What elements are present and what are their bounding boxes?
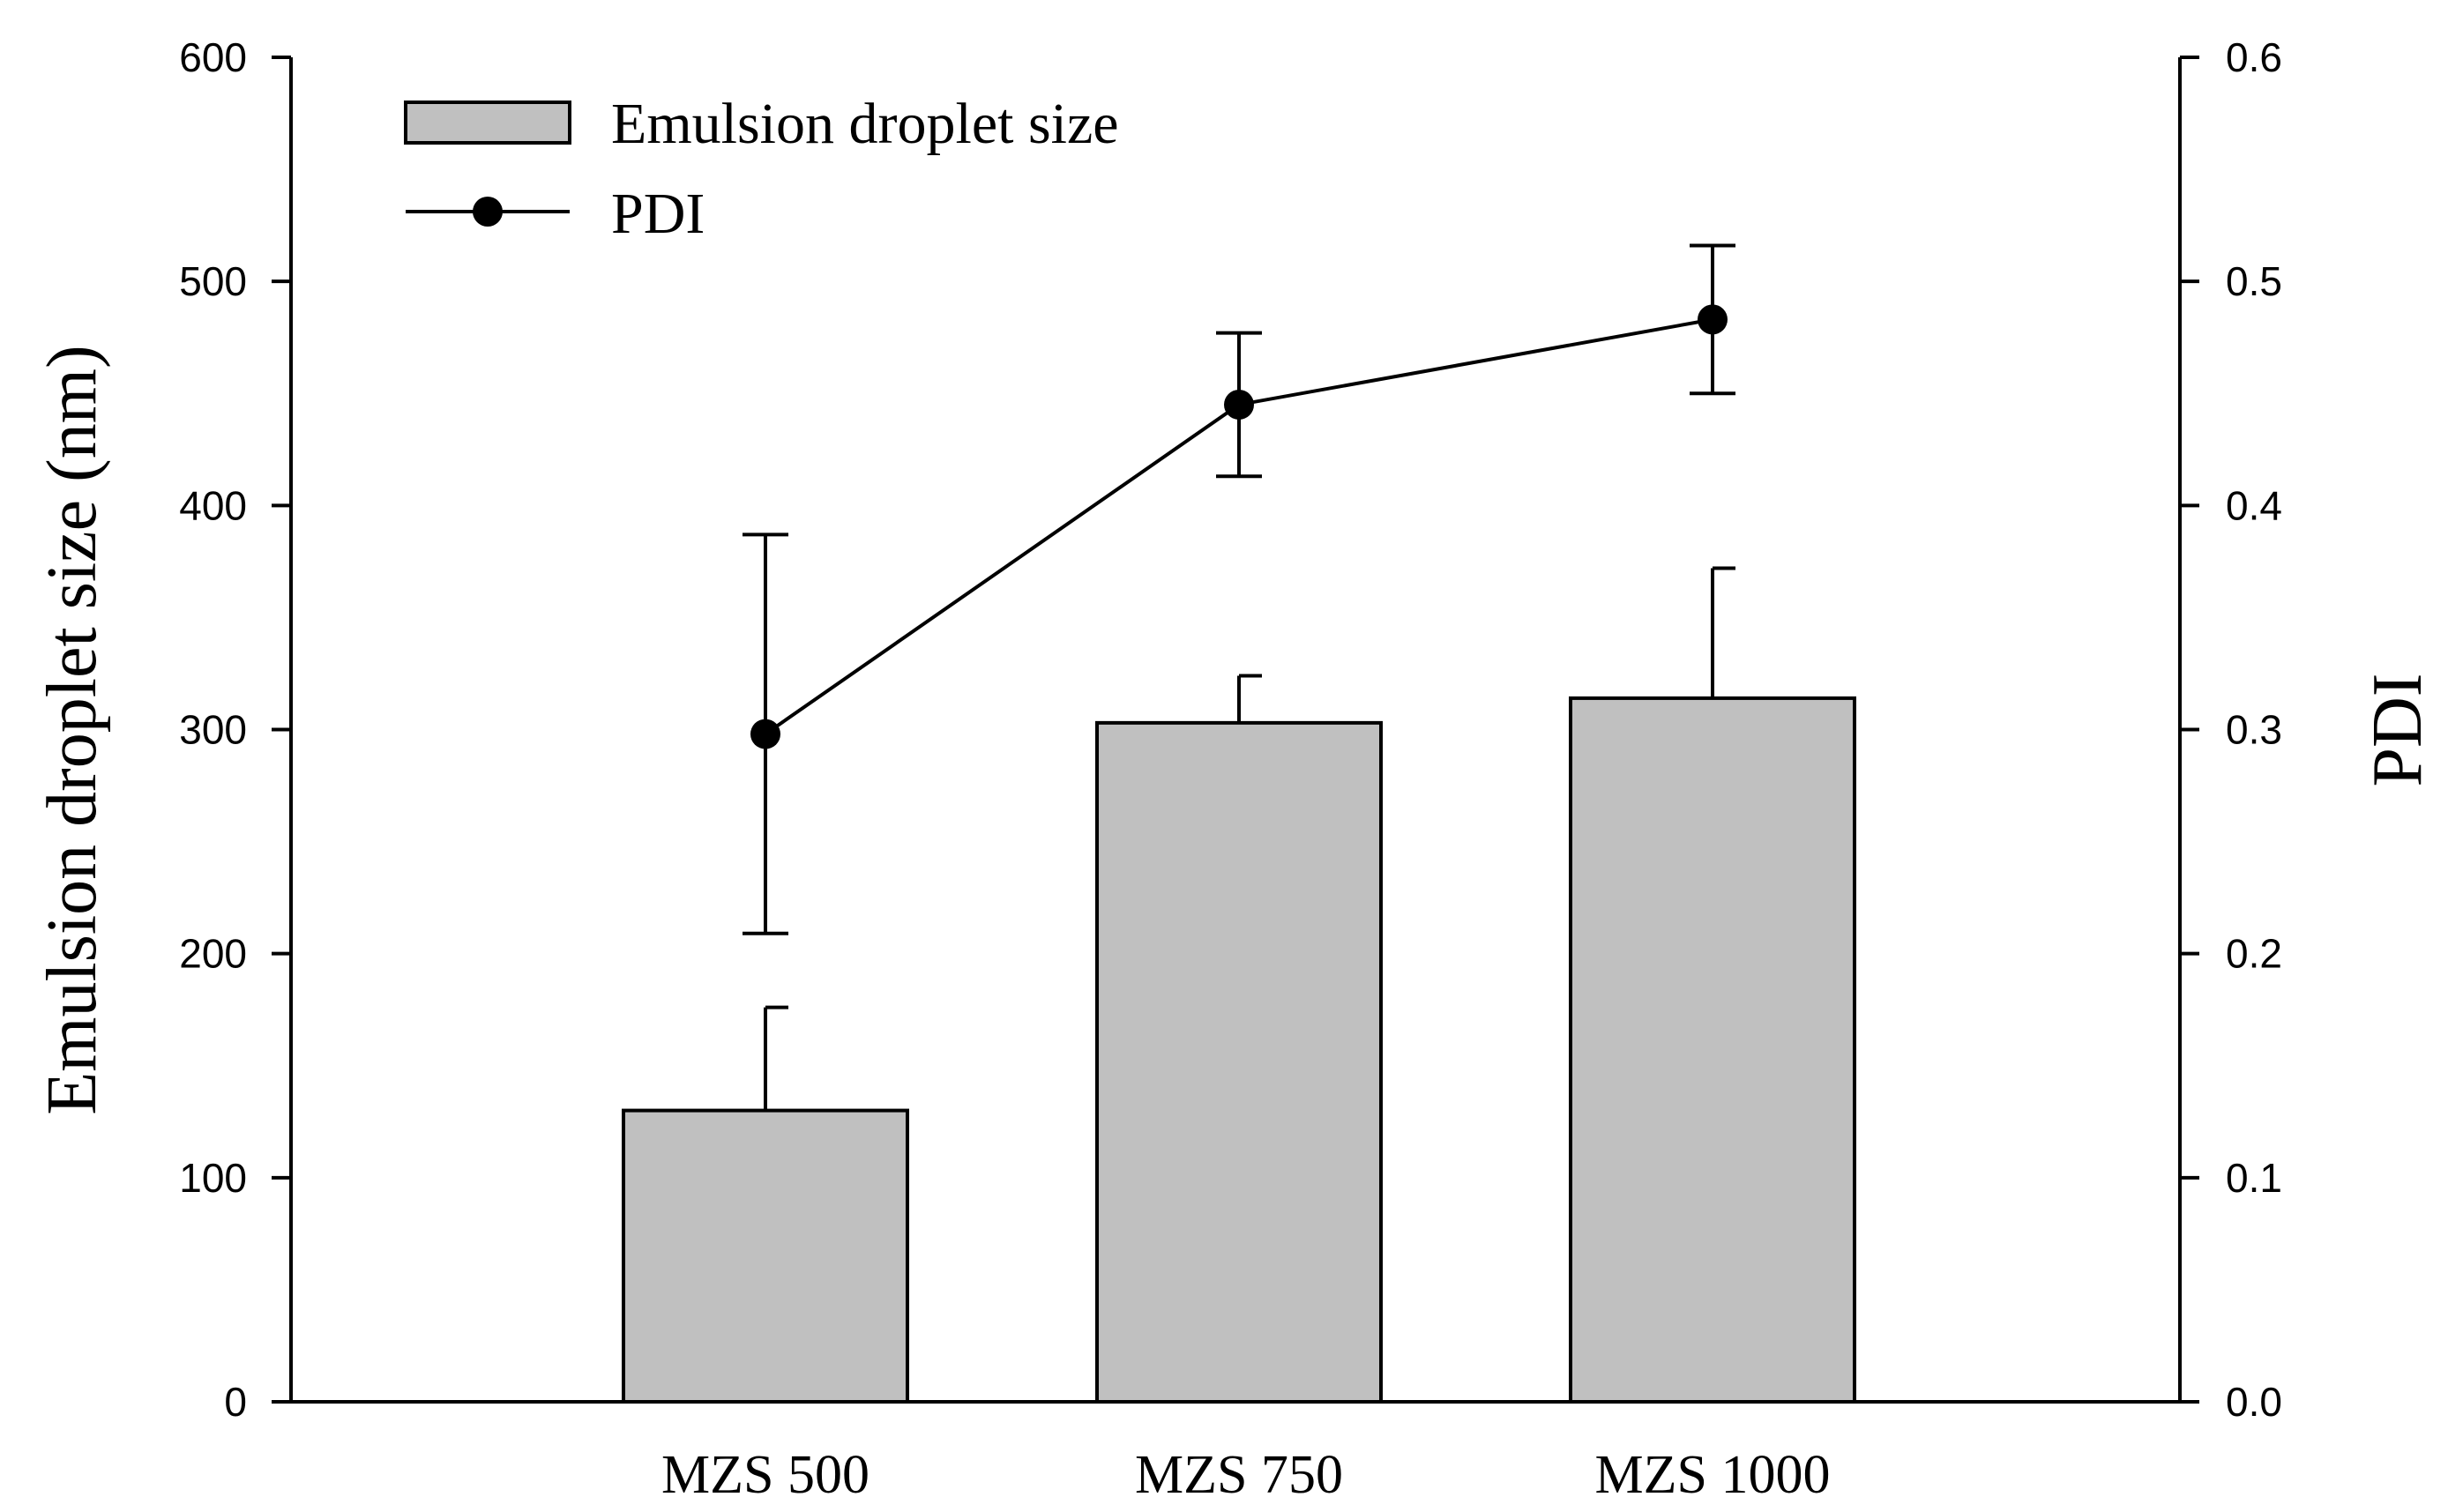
right-tick-label: 0.2 bbox=[2226, 931, 2282, 977]
category-label: MZS 750 bbox=[1135, 1445, 1343, 1505]
pdi-point-3 bbox=[1698, 304, 1728, 335]
left-tick-label: 0 bbox=[224, 1379, 247, 1425]
legend-bar-swatch bbox=[404, 101, 571, 145]
bar-2 bbox=[1095, 720, 1383, 1404]
left-tick-label: 200 bbox=[179, 931, 247, 977]
bar-series bbox=[622, 696, 1856, 1404]
left-y-ticks: 0 100 200 300 400 500 600 bbox=[179, 34, 291, 1425]
pdi-point-1 bbox=[750, 719, 780, 749]
legend-line-marker bbox=[473, 197, 503, 227]
legend-line-label: PDI bbox=[611, 182, 705, 246]
right-tick-label: 0.6 bbox=[2226, 34, 2282, 80]
right-y-ticks: 0.0 0.1 0.2 0.3 0.4 0.5 0.6 bbox=[2180, 34, 2282, 1425]
legend: Emulsion droplet size PDI bbox=[404, 92, 1119, 246]
right-tick-label: 0.4 bbox=[2226, 482, 2282, 528]
right-tick-label: 0.0 bbox=[2226, 1379, 2282, 1425]
right-tick-label: 0.3 bbox=[2226, 707, 2282, 753]
left-tick-label: 600 bbox=[179, 34, 247, 80]
left-tick-label: 500 bbox=[179, 258, 247, 304]
right-tick-label: 0.1 bbox=[2226, 1155, 2282, 1201]
left-axis-title: Emulsion droplet size (nm) bbox=[34, 345, 111, 1114]
left-tick-label: 300 bbox=[179, 707, 247, 753]
left-tick-label: 400 bbox=[179, 482, 247, 528]
category-labels: MZS 500 MZS 750 MZS 1000 bbox=[661, 1445, 1830, 1505]
bar-1 bbox=[622, 1108, 909, 1404]
right-axis-title: PDI bbox=[2359, 674, 2437, 787]
pdi-line-series bbox=[750, 304, 1728, 749]
left-tick-label: 100 bbox=[179, 1155, 247, 1201]
bar-error-bars bbox=[764, 566, 1735, 1111]
bar-3 bbox=[1569, 696, 1856, 1404]
right-tick-label: 0.5 bbox=[2226, 258, 2282, 304]
pdi-point-2 bbox=[1224, 389, 1254, 420]
category-label: MZS 500 bbox=[661, 1445, 869, 1505]
category-label: MZS 1000 bbox=[1595, 1445, 1831, 1505]
legend-bar-label: Emulsion droplet size bbox=[611, 92, 1119, 156]
